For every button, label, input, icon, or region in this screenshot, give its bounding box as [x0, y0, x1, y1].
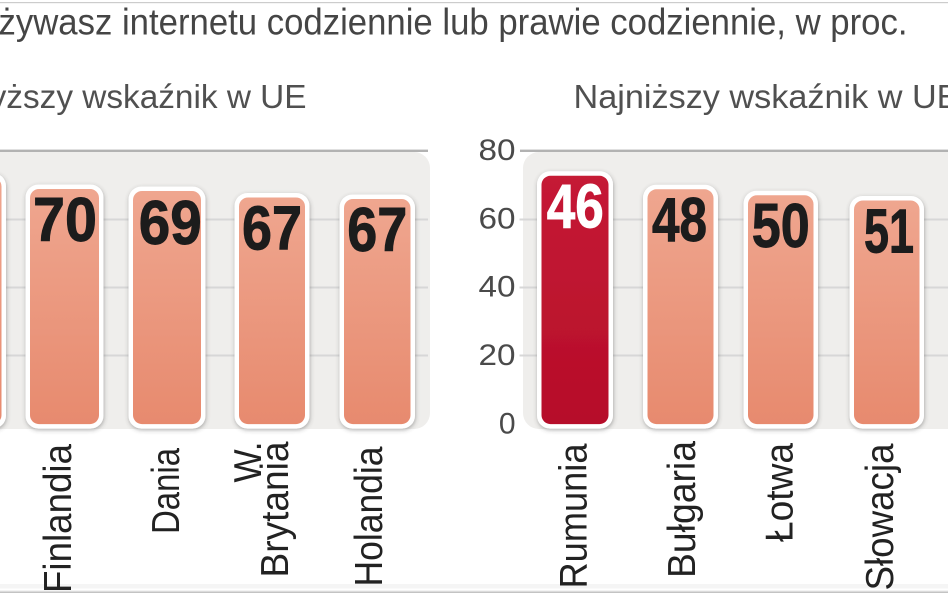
svg-text:50: 50 [752, 192, 810, 261]
svg-text:51: 51 [864, 197, 914, 266]
svg-text:67: 67 [347, 196, 407, 265]
svg-text:48: 48 [652, 186, 707, 255]
svg-text:żywasz internetu codziennie lu: żywasz internetu codziennie lub prawie c… [0, 1, 908, 42]
svg-text:20: 20 [479, 339, 516, 372]
svg-text:Najniższy wskaźnik w UE: Najniższy wskaźnik w UE [574, 78, 948, 115]
svg-text:Bułgaria: Bułgaria [661, 441, 704, 578]
svg-text:Dania: Dania [145, 448, 188, 534]
svg-text:60: 60 [479, 203, 516, 236]
svg-text:Łotwa: Łotwa [759, 443, 802, 542]
svg-text:0: 0 [499, 408, 516, 441]
svg-text:46: 46 [547, 173, 604, 242]
svg-text:Słowacja: Słowacja [859, 443, 902, 590]
svg-text:80: 80 [479, 134, 516, 167]
svg-text:69: 69 [139, 189, 202, 258]
svg-text:70: 70 [33, 186, 97, 255]
svg-text:Holandia: Holandia [348, 446, 391, 586]
svg-text:Brytania: Brytania [254, 441, 297, 577]
svg-text:Finlandia: Finlandia [37, 444, 80, 593]
svg-text:Najwyższy wskaźnik w UE: Najwyższy wskaźnik w UE [0, 78, 307, 115]
svg-text:Rumunia: Rumunia [552, 443, 595, 588]
svg-text:40: 40 [479, 271, 516, 304]
svg-text:67: 67 [242, 195, 302, 264]
svg-text:W.: W. [227, 442, 270, 483]
